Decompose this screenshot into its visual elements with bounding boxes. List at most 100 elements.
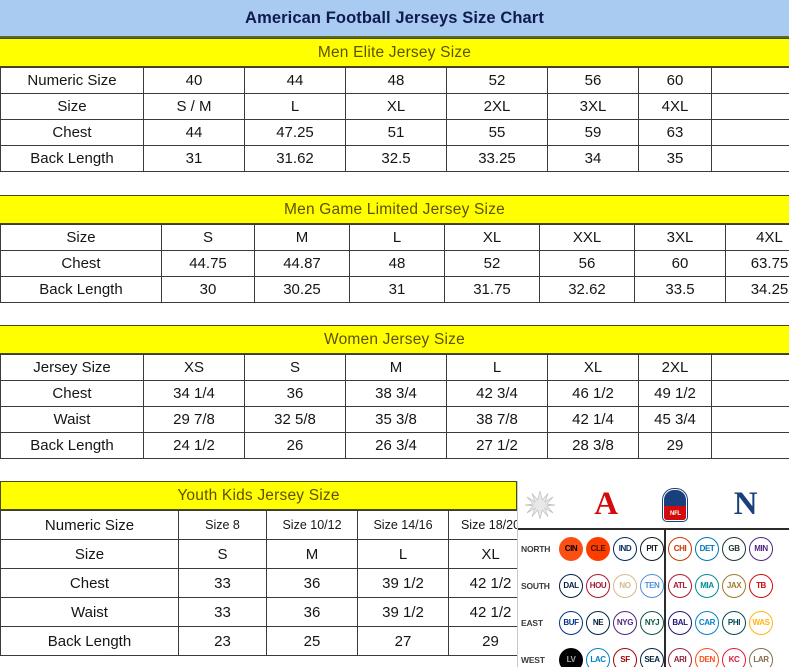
data-cell: 48 — [345, 67, 447, 94]
nfl-shield-slot: NFL — [650, 488, 702, 521]
data-cell: 4XL — [725, 224, 789, 251]
team-logo-icon[interactable]: HOU — [586, 573, 610, 598]
data-cell: 49 1/2 — [638, 380, 712, 407]
team-logo-icon[interactable]: JAX — [722, 573, 746, 598]
data-cell: 59 — [547, 119, 639, 146]
team-logo-icon[interactable]: CIN — [559, 536, 583, 561]
team-logo-icon[interactable]: KC — [722, 647, 746, 667]
team-logo-icon[interactable]: WAS — [749, 610, 773, 635]
data-cell: M — [254, 224, 350, 251]
data-cell: S / M — [143, 93, 245, 120]
data-cell: 44 — [143, 119, 245, 146]
section-title-men-game-limited: Men Game Limited Jersey Size — [284, 200, 505, 218]
table-row: Numeric Size 40 44 48 52 56 60 — [0, 67, 789, 94]
table-row: Waist 29 7/8 32 5/8 35 3/8 38 7/8 42 1/4 45 3/… — [0, 406, 789, 433]
team-logo-icon[interactable]: NO — [613, 573, 637, 598]
team-logo-icon[interactable]: IND — [613, 536, 637, 561]
nfl-shield-icon: NFL — [663, 488, 688, 521]
team-logo-group: DAL HOU NO TEN — [559, 573, 664, 598]
team-logo-group: ARI DEN KC LAR — [668, 647, 789, 667]
division-row: EAST BUF NE NYG NYJ — [518, 604, 664, 641]
table-row: Back Length 31 31.62 32.5 33.25 34 35 — [0, 145, 789, 172]
team-logo-icon[interactable]: TB — [749, 573, 773, 598]
team-logo-icon[interactable]: ARI — [668, 647, 692, 667]
team-logo-icon[interactable]: DEN — [695, 647, 719, 667]
table-row: Chest 44 47.25 51 55 59 63 — [0, 119, 789, 146]
nfc-division-column: CHI DET GB MIN ATL MIA JAX TB BAL CAR PHI WAS ARI DEN… — [666, 530, 789, 667]
division-row: SOUTH DAL HOU NO TEN — [518, 567, 664, 604]
data-cell: 32.62 — [539, 276, 635, 303]
team-logo-icon[interactable]: CHI — [668, 536, 692, 561]
data-cell: 56 — [539, 250, 635, 277]
data-cell: 51 — [345, 119, 447, 146]
row-label-cell: Waist — [0, 406, 144, 433]
data-cell: 60 — [634, 250, 726, 277]
table-row: Chest 34 1/4 36 38 3/4 42 3/4 46 1/2 49 1/2 — [0, 380, 789, 407]
data-cell: Size 14/16 — [357, 510, 449, 540]
data-cell: 55 — [446, 119, 548, 146]
data-cell: 4XL — [638, 93, 712, 120]
data-cell: 38 7/8 — [446, 406, 548, 433]
section-gap-1 — [0, 172, 789, 195]
team-logo-icon[interactable]: NYJ — [640, 610, 664, 635]
row-label-cell: Back Length — [0, 145, 144, 172]
data-cell: L — [446, 354, 548, 381]
team-logo-group: BUF NE NYG NYJ — [559, 610, 664, 635]
data-cell: 63.75 — [725, 250, 789, 277]
data-cell: 52 — [444, 250, 540, 277]
team-logo-icon[interactable]: GB — [722, 536, 746, 561]
data-cell: 2XL — [638, 354, 712, 381]
table-men-game-limited: Size S M L XL XXL 3XL 4XL Chest 44.75 44.87 48 52 56 6… — [0, 224, 789, 303]
data-cell: 48 — [349, 250, 445, 277]
nfl-shield-label: NFL — [670, 510, 681, 517]
team-logo-icon[interactable]: CLE — [586, 536, 610, 561]
division-row: BAL CAR PHI WAS — [666, 604, 789, 641]
data-cell: 34.25 — [725, 276, 789, 303]
team-logo-icon[interactable]: BUF — [559, 610, 583, 635]
team-logo-icon[interactable]: DET — [695, 536, 719, 561]
chart-title-banner: American Football Jerseys Size Chart — [0, 0, 789, 38]
row-label-cell: Numeric Size — [0, 510, 179, 540]
team-logo-icon[interactable]: SF — [613, 647, 637, 667]
section-header-men-elite: Men Elite Jersey Size — [0, 38, 789, 67]
section-gap-2 — [0, 303, 789, 325]
division-label: SOUTH — [521, 580, 550, 591]
data-cell: 44.87 — [254, 250, 350, 277]
table-row: Numeric Size Size 8 Size 10/12 Size 14/16 Si… — [0, 510, 533, 540]
data-cell: 3XL — [547, 93, 639, 120]
section-title-youth: Youth Kids Jersey Size — [177, 486, 340, 504]
team-logo-icon[interactable]: CAR — [695, 610, 719, 635]
data-cell — [711, 67, 789, 94]
bottom-area: Youth Kids Jersey Size Numeric Size Size … — [0, 481, 789, 667]
team-logo-icon[interactable]: LV — [559, 647, 583, 667]
division-row: ARI DEN KC LAR — [666, 641, 789, 667]
team-logo-icon[interactable]: MIA — [695, 573, 719, 598]
team-logo-icon[interactable]: LAR — [749, 647, 773, 667]
data-cell: 32.5 — [345, 145, 447, 172]
data-cell: 29 — [638, 432, 712, 459]
data-cell — [711, 119, 789, 146]
team-logo-icon[interactable]: SEA — [640, 647, 664, 667]
division-label: WEST — [521, 654, 545, 665]
row-label-cell: Size — [0, 93, 144, 120]
data-cell: L — [357, 539, 449, 569]
team-logo-icon[interactable]: PIT — [640, 536, 664, 561]
row-label-cell: Chest — [0, 119, 144, 146]
data-cell: 31.62 — [244, 145, 346, 172]
sun-icon-slot — [518, 490, 562, 520]
team-logo-icon[interactable]: BAL — [668, 610, 692, 635]
team-logo-icon[interactable]: NE — [586, 610, 610, 635]
team-logo-icon[interactable]: NYG — [613, 610, 637, 635]
team-logo-icon[interactable]: TEN — [640, 573, 664, 598]
data-cell: 34 1/4 — [143, 380, 245, 407]
team-logo-icon[interactable]: PHI — [722, 610, 746, 635]
team-logo-icon[interactable]: DAL — [559, 573, 583, 598]
team-logo-icon[interactable]: LAC — [586, 647, 610, 667]
team-logo-icon[interactable]: ATL — [668, 573, 692, 598]
row-label-cell: Size — [0, 224, 162, 251]
data-cell: 52 — [446, 67, 548, 94]
table-body-women: Jersey Size XS S M L XL 2XL Chest 34 1/4 36 38 3/4… — [0, 354, 789, 459]
row-label-cell: Chest — [0, 380, 144, 407]
team-logo-group: BAL CAR PHI WAS — [668, 610, 789, 635]
team-logo-icon[interactable]: MIN — [749, 536, 773, 561]
